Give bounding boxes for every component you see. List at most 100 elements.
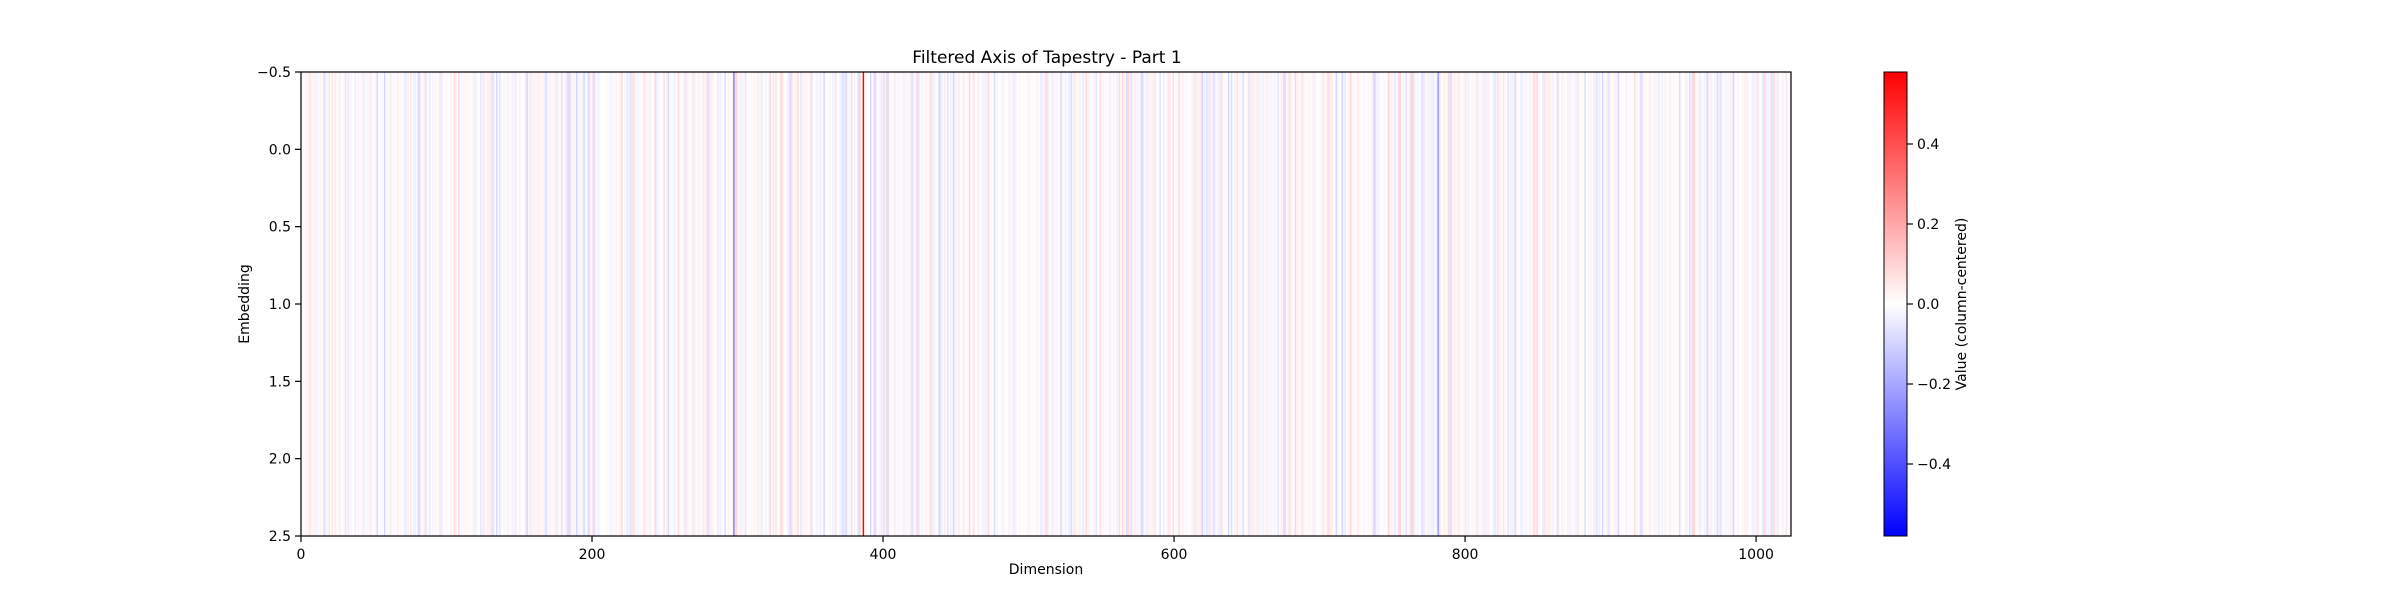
heatmap-column bbox=[1144, 72, 1147, 536]
heatmap-column bbox=[327, 72, 329, 536]
heatmap-column bbox=[1680, 72, 1683, 536]
heatmap-column bbox=[781, 72, 783, 536]
heatmap-column bbox=[714, 72, 717, 536]
heatmap-column bbox=[1297, 72, 1300, 536]
heatmap-column bbox=[1064, 72, 1067, 536]
heatmap-column bbox=[1488, 72, 1491, 536]
heatmap-column bbox=[1380, 72, 1383, 536]
heatmap-column bbox=[1671, 72, 1674, 536]
heatmap-column bbox=[1761, 72, 1764, 536]
heatmap-column bbox=[398, 72, 401, 536]
heatmap-column bbox=[1038, 72, 1041, 536]
heatmap-column bbox=[1651, 72, 1654, 536]
heatmap-column bbox=[830, 72, 833, 536]
heatmap-column bbox=[754, 72, 757, 536]
heatmap-column bbox=[1128, 72, 1131, 536]
heatmap-column bbox=[1552, 72, 1555, 536]
heatmap-column bbox=[957, 72, 960, 536]
heatmap-column bbox=[608, 72, 610, 536]
heatmap-column bbox=[555, 72, 558, 536]
heatmap-column bbox=[791, 72, 794, 536]
heatmap-column bbox=[1235, 72, 1237, 536]
heatmap-column bbox=[1505, 72, 1508, 536]
heatmap-column bbox=[650, 72, 653, 536]
heatmap-column bbox=[1677, 72, 1680, 536]
heatmap-column bbox=[395, 72, 398, 536]
heatmap-column bbox=[709, 72, 712, 536]
heatmap-column bbox=[1019, 72, 1022, 536]
heatmap-column bbox=[989, 72, 992, 536]
heatmap-column bbox=[367, 72, 370, 536]
heatmap-column bbox=[1275, 72, 1278, 536]
heatmap-column bbox=[1099, 72, 1102, 536]
heatmap-column bbox=[1514, 72, 1517, 536]
heatmap-column bbox=[1051, 72, 1054, 536]
heatmap-column bbox=[337, 72, 340, 536]
heatmap-column bbox=[1268, 72, 1271, 536]
heatmap-column bbox=[1194, 72, 1197, 536]
heatmap-column bbox=[1572, 72, 1575, 536]
heatmap-column bbox=[1134, 72, 1137, 536]
heatmap-column bbox=[1774, 72, 1777, 536]
heatmap-column bbox=[1684, 72, 1687, 536]
heatmap-column bbox=[1227, 72, 1230, 536]
colorbar-tick-label: −0.2 bbox=[1917, 377, 1951, 393]
heatmap-column bbox=[725, 72, 728, 536]
heatmap-column bbox=[632, 72, 635, 536]
heatmap-column bbox=[749, 72, 751, 536]
heatmap-column bbox=[1444, 72, 1447, 536]
heatmap-column bbox=[1296, 72, 1299, 536]
heatmap-column bbox=[954, 72, 957, 536]
heatmap-column bbox=[757, 72, 760, 536]
heatmap-column bbox=[487, 72, 490, 536]
heatmap-column bbox=[463, 72, 466, 536]
heatmap-column bbox=[599, 72, 602, 536]
heatmap-column bbox=[359, 72, 362, 536]
heatmap-column bbox=[689, 72, 692, 536]
heatmap-column bbox=[1035, 72, 1038, 536]
heatmap-column bbox=[935, 72, 938, 536]
heatmap-column bbox=[1786, 72, 1789, 536]
heatmap-column bbox=[657, 72, 660, 536]
heatmap-column bbox=[685, 72, 687, 536]
heatmap-column bbox=[986, 72, 989, 536]
heatmap-column bbox=[645, 72, 648, 536]
heatmap-column bbox=[795, 72, 798, 536]
heatmap-column bbox=[1403, 72, 1406, 536]
heatmap-column bbox=[1313, 72, 1316, 536]
heatmap-column bbox=[852, 72, 855, 536]
heatmap-column bbox=[1475, 72, 1478, 536]
heatmap-column bbox=[1238, 72, 1240, 536]
heatmap-column bbox=[760, 72, 763, 536]
heatmap-column bbox=[804, 72, 807, 536]
heatmap-column bbox=[909, 72, 912, 536]
heatmap-column bbox=[722, 72, 725, 536]
heatmap-column bbox=[497, 72, 500, 536]
heatmap-column bbox=[1689, 72, 1691, 536]
y-tick-label: 1.0 bbox=[269, 297, 291, 313]
heatmap-column bbox=[1667, 72, 1670, 536]
heatmap-column bbox=[733, 72, 735, 536]
heatmap-column bbox=[967, 72, 970, 536]
heatmap-column bbox=[1737, 72, 1739, 536]
colorbar-tick-label: 0.2 bbox=[1917, 217, 1939, 233]
heatmap-column bbox=[899, 72, 901, 536]
heatmap-column bbox=[971, 72, 974, 536]
heatmap-column bbox=[446, 72, 449, 536]
heatmap-column bbox=[1497, 72, 1499, 536]
heatmap-column bbox=[388, 72, 391, 536]
heatmap-column bbox=[1555, 72, 1558, 536]
heatmap-column bbox=[584, 72, 587, 536]
x-axis-ticks: 0 200 400 600 800 1000 bbox=[297, 536, 1774, 563]
heatmap-column bbox=[1683, 72, 1686, 536]
heatmap-column bbox=[426, 72, 428, 536]
heatmap-column bbox=[1220, 72, 1223, 536]
heatmap-column bbox=[1022, 72, 1025, 536]
heatmap-column bbox=[558, 72, 561, 536]
heatmap-column bbox=[1350, 72, 1352, 536]
heatmap-column bbox=[322, 72, 325, 536]
heatmap-column bbox=[1612, 72, 1614, 536]
heatmap-column bbox=[1079, 72, 1082, 536]
heatmap-column bbox=[549, 72, 552, 536]
